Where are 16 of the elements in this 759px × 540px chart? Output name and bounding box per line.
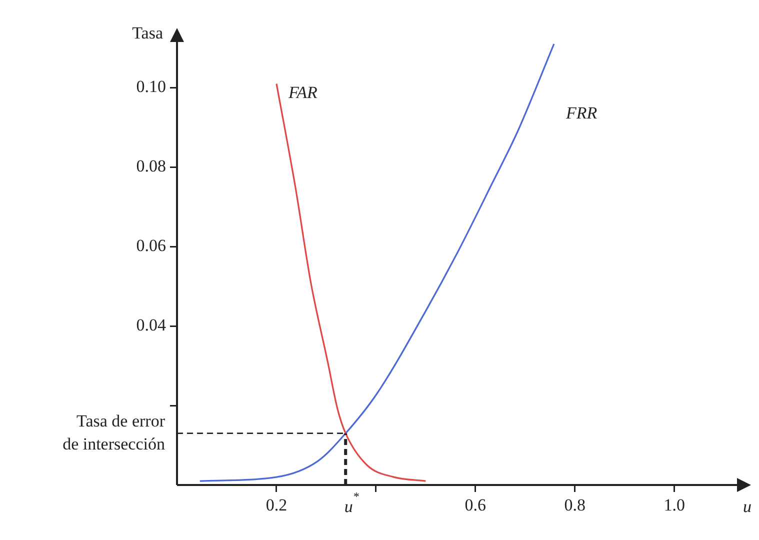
series-label: FAR — [287, 83, 318, 102]
line-series — [199, 43, 555, 482]
y-tick-label: 0.08 — [136, 156, 166, 176]
x-tick-label: 0.6 — [464, 496, 486, 515]
x-tick-label: 0.2 — [266, 496, 288, 515]
series-label: FRR — [564, 103, 598, 122]
y-tick-label: 0.06 — [136, 236, 166, 256]
x-tick-label: 0.8 — [564, 496, 586, 515]
ref-line-label: u* — [344, 490, 359, 516]
line-series — [276, 82, 426, 482]
y-tick-label: 0.10 — [136, 77, 166, 96]
x-axis-title: u — [743, 496, 752, 516]
y-tick-label: 0.04 — [136, 316, 166, 335]
y-axis-title: Tasa — [132, 23, 164, 42]
x-tick-label: 1.0 — [664, 496, 685, 515]
ref-line-label: Tasa de error de intersección — [62, 411, 166, 454]
